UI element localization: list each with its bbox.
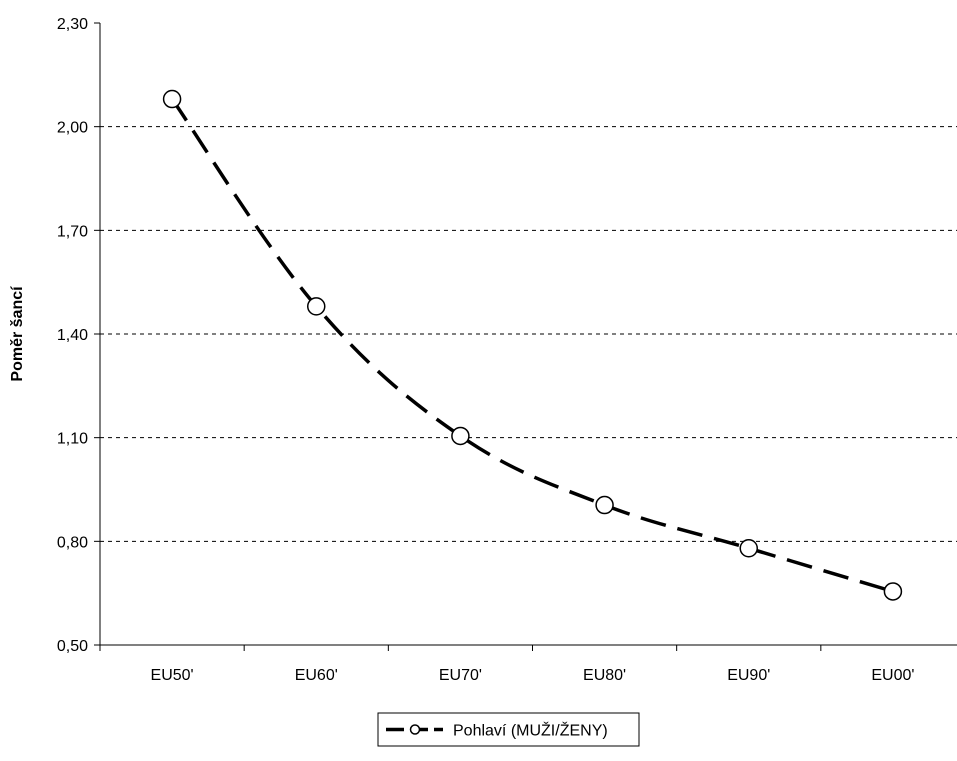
x-tick-label: EU70' — [439, 667, 482, 684]
data-point — [162, 89, 182, 109]
x-tick-label: EU80' — [583, 667, 626, 684]
x-tick-label: EU00' — [871, 667, 914, 684]
data-point — [883, 582, 903, 601]
x-tick-label: EU90' — [727, 667, 770, 684]
y-tick-label: 1,40 — [57, 327, 88, 344]
x-tick-label: EU60' — [295, 667, 338, 684]
data-point — [451, 426, 470, 446]
y-tick-label: 0,50 — [57, 638, 88, 655]
series-line — [170, 98, 894, 594]
y-axis-title: Poměr šancí — [9, 286, 26, 382]
y-tick-label: 2,30 — [57, 16, 88, 33]
y-tick-label: 0,80 — [57, 534, 88, 551]
data-point — [307, 297, 326, 316]
y-tick-label: 2,00 — [57, 120, 88, 137]
y-tick-label: 1,70 — [57, 223, 88, 240]
x-tick-label: EU50' — [151, 667, 194, 684]
data-point — [739, 538, 758, 558]
data-point — [595, 495, 614, 515]
y-tick-label: 1,10 — [57, 431, 88, 448]
legend-marker-swatch — [409, 724, 421, 735]
legend-label: Pohlaví (MUŽI/ŽENY) — [453, 721, 608, 740]
